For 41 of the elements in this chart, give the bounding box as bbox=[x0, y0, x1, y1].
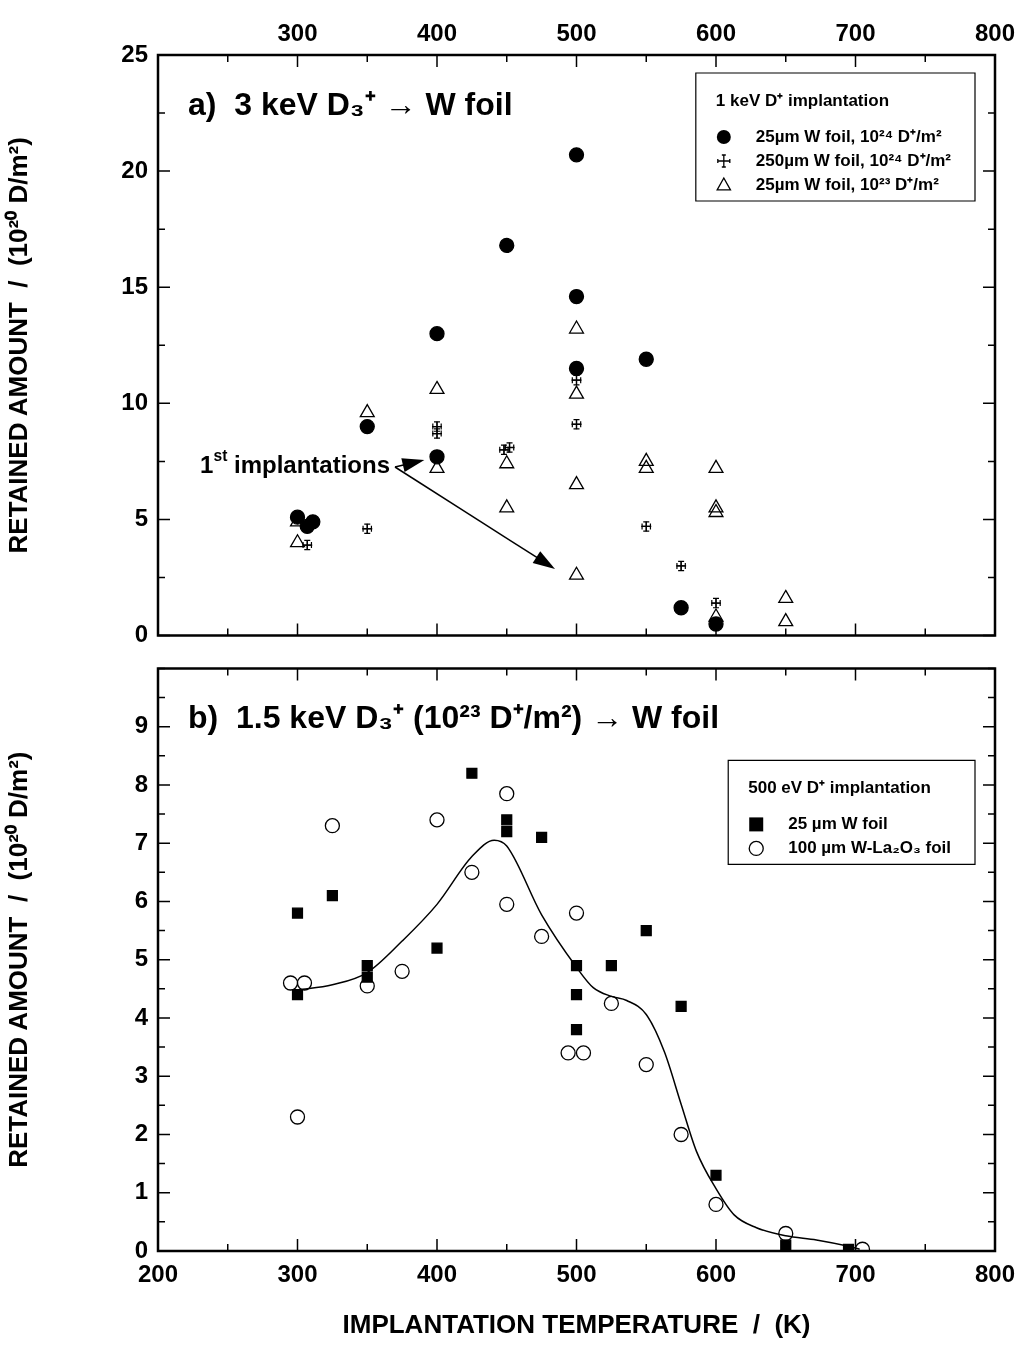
x-tick-label: 300 bbox=[277, 1260, 318, 1288]
x2-tick-label: 300 bbox=[277, 19, 318, 47]
legend-label: 25 µm W foil bbox=[788, 814, 888, 834]
legend-label: 100 µm W-La₂O₃ foil bbox=[788, 838, 951, 858]
y-tick-label: 1 bbox=[134, 1177, 148, 1205]
y-tick-label: 10 bbox=[121, 387, 148, 415]
x-tick-label: 700 bbox=[835, 1260, 876, 1288]
x2-tick-label: 400 bbox=[416, 19, 458, 47]
y-tick-label: 6 bbox=[134, 886, 148, 914]
x2-tick-label: 800 bbox=[974, 19, 1016, 47]
text: b) 1.5 keV D₃⁺ (10²³ D⁺/m²) → W foil bbox=[188, 699, 720, 736]
y-tick-label: 9 bbox=[134, 711, 148, 739]
y-tick-label: 20 bbox=[121, 155, 148, 183]
x2-tick-label: 700 bbox=[835, 19, 876, 47]
y-tick-label: 4 bbox=[134, 1002, 149, 1030]
y-tick-label: 3 bbox=[134, 1060, 148, 1088]
x-tick-label: 600 bbox=[695, 1260, 737, 1288]
x-tick-label: 800 bbox=[974, 1260, 1016, 1288]
y-axis-title: RETAINED AMOUNT / (10²⁰ D/m²) bbox=[2, 137, 33, 554]
y-tick-label: 5 bbox=[134, 504, 148, 532]
y-tick-label: 5 bbox=[134, 944, 148, 972]
y-tick-label: 7 bbox=[134, 827, 148, 855]
x-tick-label: 500 bbox=[556, 1260, 597, 1288]
y-tick-label: 0 bbox=[134, 1235, 148, 1263]
y-tick-label: 25 bbox=[121, 39, 148, 67]
y-tick-label: 0 bbox=[134, 620, 148, 648]
x2-tick-label: 600 bbox=[695, 19, 737, 47]
legend-title: 500 eV D⁺ implantation bbox=[748, 778, 931, 798]
y-tick-label: 15 bbox=[121, 271, 148, 299]
legend-title: 1 keV D⁺ implantation bbox=[715, 90, 890, 110]
x-axis-title: IMPLANTATION TEMPERATURE / (K) bbox=[342, 1308, 811, 1339]
y-tick-label: 2 bbox=[134, 1119, 148, 1147]
legend-label: 25µm W foil, 10²³ D⁺/m² bbox=[755, 174, 940, 194]
x2-tick-label: 500 bbox=[556, 19, 597, 47]
legend-label: 250µm W foil, 10²⁴ D⁺/m² bbox=[755, 150, 952, 170]
legend-label: 25µm W foil, 10²⁴ D⁺/m² bbox=[755, 126, 942, 146]
y-axis-title: RETAINED AMOUNT / (10²⁰ D/m²) bbox=[2, 751, 33, 1168]
text: a) 3 keV D₃⁺ → W foil bbox=[188, 86, 513, 122]
x-tick-label: 400 bbox=[416, 1260, 458, 1288]
x-tick-label: 200 bbox=[137, 1260, 179, 1288]
y-tick-label: 8 bbox=[134, 769, 148, 797]
